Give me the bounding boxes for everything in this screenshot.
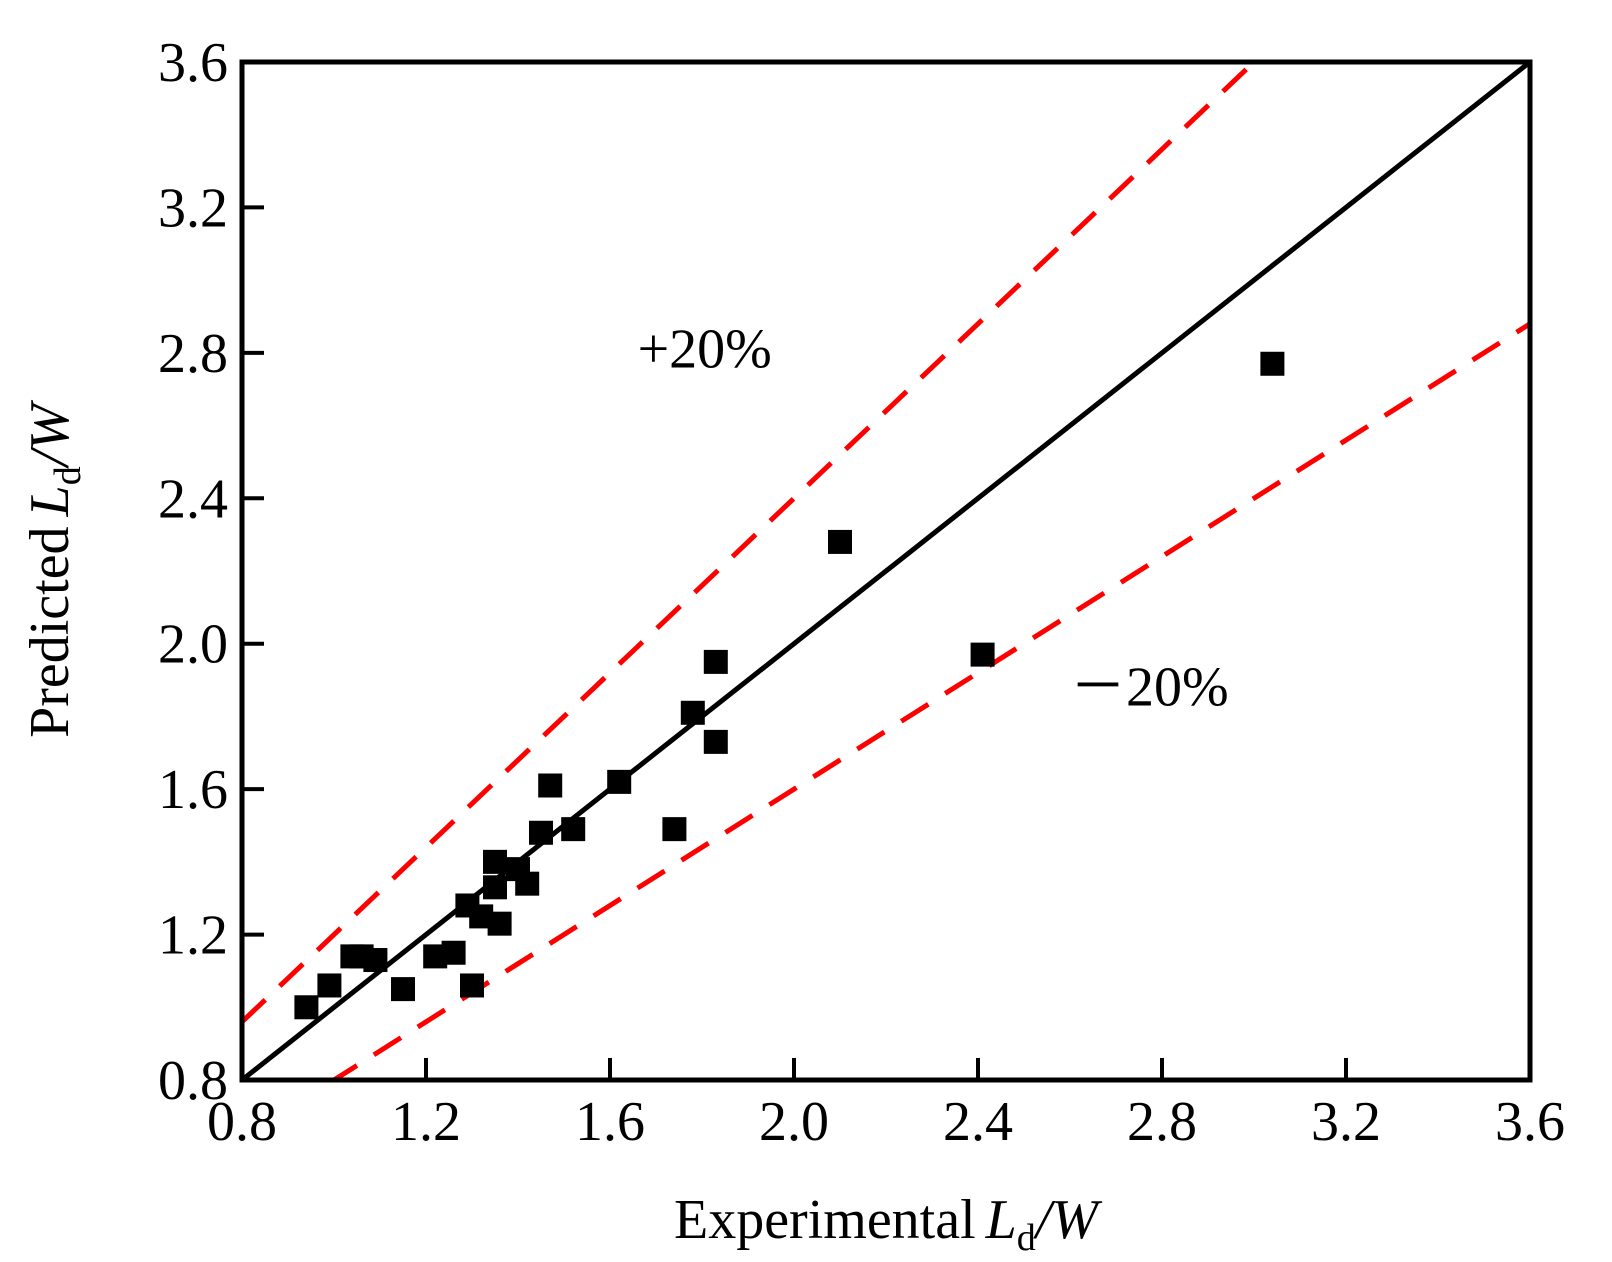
annotation-plus-20: +20% bbox=[638, 318, 772, 380]
annotations: +20% －20% bbox=[638, 318, 1229, 718]
axes-frame bbox=[239, 59, 1533, 1083]
y-tick-label: 1.2 bbox=[158, 905, 228, 967]
y-tick-label: 2.8 bbox=[158, 323, 228, 385]
data-point bbox=[970, 642, 995, 667]
x-tick-label: 3.2 bbox=[1311, 1091, 1381, 1153]
data-point bbox=[1260, 351, 1285, 376]
x-tick-label: 0.8 bbox=[207, 1091, 277, 1153]
data-point bbox=[483, 875, 507, 900]
reference-line-identity bbox=[242, 62, 1530, 1080]
data-point bbox=[703, 729, 728, 754]
annotation-minus-20: －20% bbox=[1070, 657, 1229, 719]
x-axis: 0.8 1.2 1.6 2.0 2.4 2.8 3.2 3.6 bbox=[207, 1058, 1565, 1153]
x-axis-label: Experimental Ld/W bbox=[674, 1189, 1102, 1259]
data-point bbox=[703, 649, 728, 674]
data-point bbox=[391, 977, 415, 1002]
data-point bbox=[294, 995, 319, 1020]
y-axis-label: PredictedLd/W bbox=[19, 400, 89, 738]
data-point bbox=[538, 773, 563, 798]
x-tick-label: 1.6 bbox=[575, 1091, 645, 1153]
y-tick-label: 0.8 bbox=[158, 1050, 228, 1112]
data-point bbox=[607, 769, 632, 794]
data-point bbox=[483, 849, 507, 874]
data-point bbox=[561, 817, 586, 842]
data-point bbox=[363, 948, 388, 973]
data-point bbox=[317, 973, 342, 998]
y-axis: 0.8 1.2 1.6 2.0 2.4 2.8 3.2 3.6 bbox=[158, 32, 264, 1112]
data-point bbox=[680, 700, 705, 725]
x-tick-label: 2.0 bbox=[759, 1091, 829, 1153]
x-tick-label: 2.8 bbox=[1127, 1091, 1197, 1153]
y-tick-label: 3.2 bbox=[158, 177, 228, 239]
data-point bbox=[487, 911, 512, 936]
y-tick-label: 1.6 bbox=[158, 759, 228, 821]
data-point bbox=[515, 871, 540, 896]
data-point bbox=[529, 820, 553, 845]
y-tick-label: 3.6 bbox=[158, 32, 228, 94]
data-point bbox=[828, 529, 852, 554]
x-tick-label: 2.4 bbox=[943, 1091, 1013, 1153]
reference-line-plus-20 bbox=[242, 62, 1258, 1024]
y-tick-label: 2.4 bbox=[158, 468, 228, 530]
data-point bbox=[460, 973, 484, 998]
data-point bbox=[441, 940, 466, 965]
data-points bbox=[294, 351, 1285, 1020]
y-tick-label: 2.0 bbox=[158, 614, 228, 676]
reference-line-minus-20 bbox=[329, 321, 1530, 1080]
x-tick-label: 1.2 bbox=[391, 1091, 461, 1153]
data-point bbox=[662, 817, 687, 842]
x-tick-label: 3.6 bbox=[1495, 1091, 1565, 1153]
